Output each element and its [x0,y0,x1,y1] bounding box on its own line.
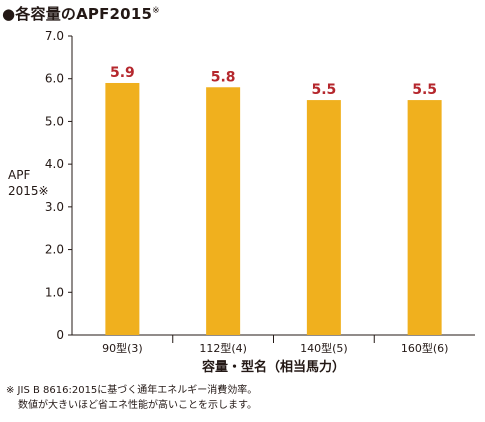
y-tick-label: 6.0 [45,72,64,86]
data-label: 5.5 [412,82,437,98]
x-tick-label: 140型(5) [300,341,348,355]
y-tick-label: 1.0 [45,285,64,299]
footnote: ※ JIS B 8616:2015に基づく通年エネルギー消費効率。 数値が大きい… [6,383,257,413]
data-label: 5.5 [311,82,336,98]
x-axis-label: 容量・型名（相当馬力） [201,359,345,375]
y-tick-label: 7.0 [45,29,64,43]
y-tick-label: 5.0 [45,114,64,128]
x-tick-label: 160型(6) [401,341,449,355]
bar [105,82,140,335]
y-tick-label: 4.0 [45,157,64,171]
title-bullet: ● [2,5,16,23]
x-tick-label: 112型(4) [199,341,247,355]
bar [407,100,442,335]
y-tick-label: 0 [56,328,64,342]
title-footnote-mark: ※ [152,6,160,16]
chart-title-text: 各容量のAPF2015 [15,5,153,23]
data-label: 5.8 [211,69,236,85]
y-axis-label: APF 2015※ [8,167,49,199]
x-tick-label: 90型(3) [102,341,143,355]
data-label: 5.9 [110,65,135,81]
bar [306,100,341,335]
footnote-line-1: ※ JIS B 8616:2015に基づく通年エネルギー消費効率。 [6,385,258,396]
y-tick-label: 3.0 [45,200,64,214]
y-axis-label-line2: 2015※ [8,184,49,198]
chart-title: ●各容量のAPF2015※ [2,3,160,24]
bar [206,87,241,335]
y-axis-label-line1: APF [8,168,31,182]
footnote-line-2: 数値が大きいほど省エネ性能が高いことを示します。 [18,400,257,411]
y-tick-label: 2.0 [45,243,64,257]
